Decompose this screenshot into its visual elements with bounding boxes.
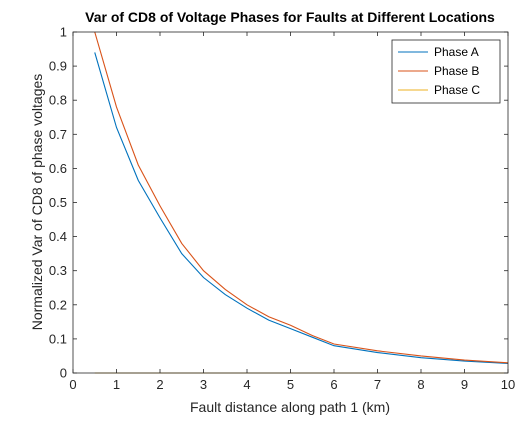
legend-label-1: Phase A [434,45,479,59]
y-tick-label: 0.9 [49,59,67,74]
y-tick-label: 0.1 [49,331,67,346]
y-tick-label: 0.4 [49,229,67,244]
x-tick-label: 9 [461,377,468,392]
y-tick-label: 0.8 [49,93,67,108]
y-axis-title: Normalized Var of CD8 of phase voltages [29,74,45,331]
x-tick-label: 5 [287,377,294,392]
x-tick-label: 0 [69,377,76,392]
series-line-1 [94,52,509,364]
y-tick-label: 0.2 [49,297,67,312]
x-tick-label: 3 [200,377,207,392]
tick-layer: 0 1 2 3 4 5 6 7 8 9 10 0 0.1 0.2 0.3 0.4 0.5 0.6 0.7 0.8 0.9… [49,25,515,393]
series-line-2 [94,31,509,364]
legend: Phase A Phase B Phase C [391,39,501,104]
chart-title: Var of CD8 of Voltage Phases for Faults … [85,9,495,25]
x-tick-label: 1 [113,377,120,392]
x-tick-label: 4 [243,377,250,392]
y-tick-label: 0 [60,366,67,381]
x-tick-label: 10 [501,377,515,392]
legend-label-3: Phase C [434,83,480,97]
x-tick-label: 8 [417,377,424,392]
x-tick-label: 6 [330,377,337,392]
y-tick-label: 1 [60,25,67,40]
y-tick-label: 0.7 [49,127,67,142]
y-tick-label: 0.5 [49,195,67,210]
x-tick-label: 7 [374,377,381,392]
y-tick-label: 0.3 [49,263,67,278]
legend-label-2: Phase B [434,64,479,78]
x-axis-title: Fault distance along path 1 (km) [190,399,390,415]
x-tick-label: 2 [156,377,163,392]
y-tick-label: 0.6 [49,161,67,176]
